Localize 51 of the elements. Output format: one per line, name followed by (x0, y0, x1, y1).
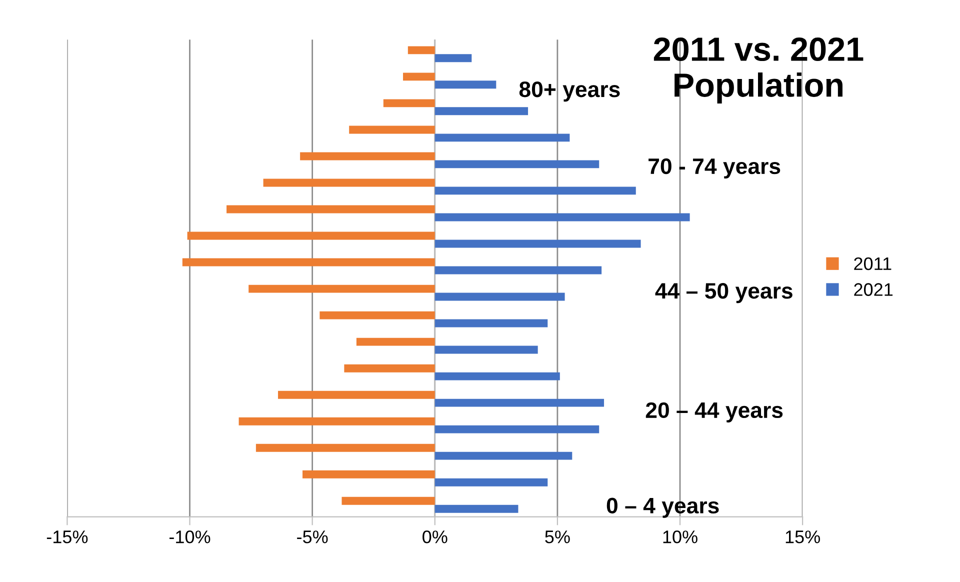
bar (238, 417, 435, 426)
annotation: 44 – 50 years (655, 283, 792, 304)
bar (434, 160, 600, 168)
bar (300, 152, 435, 160)
x-tick-label: 10% (663, 530, 698, 544)
bar (263, 178, 435, 187)
annotation: 70 - 74 years (648, 158, 780, 179)
bar (434, 80, 496, 89)
bar (434, 452, 572, 460)
bar (278, 390, 435, 399)
bar (383, 99, 435, 108)
annotation: 20 – 44 years (646, 402, 783, 422)
bar (408, 46, 435, 54)
x-tick-label: 0% (422, 530, 448, 544)
bar (248, 284, 435, 293)
bar (344, 364, 435, 372)
bar (434, 54, 472, 62)
bar (434, 186, 636, 195)
bar (434, 478, 548, 486)
bar (349, 126, 435, 134)
bar (434, 346, 538, 354)
bar (182, 258, 435, 266)
annotation: 0 – 4 years (606, 498, 719, 518)
annotation: 80+ years (519, 82, 620, 102)
x-tick-label: 15% (786, 530, 820, 544)
bar (302, 470, 435, 478)
bar (356, 338, 435, 346)
bar (434, 292, 565, 301)
bar (434, 107, 528, 116)
bar (434, 372, 560, 380)
x-tick-label: -5% (297, 530, 328, 544)
bar (434, 266, 602, 274)
bar (434, 134, 570, 142)
x-tick-label: 5% (545, 530, 570, 544)
bar (434, 504, 518, 513)
x-tick-label: -15% (46, 530, 88, 544)
bar (342, 496, 435, 505)
bar (434, 425, 600, 434)
bar (256, 444, 435, 452)
chart-title: 2011 vs. 2021 Population (654, 37, 864, 104)
legend-label: 2011 (854, 257, 892, 270)
bar (320, 311, 435, 320)
bar (403, 72, 435, 81)
bar (434, 240, 641, 248)
legend-label: 2021 (854, 283, 893, 296)
x-tick-label: -10% (169, 530, 210, 544)
bar (187, 232, 435, 240)
bar (434, 319, 548, 328)
bar (434, 398, 604, 407)
bar (226, 205, 435, 214)
bar (434, 213, 690, 222)
